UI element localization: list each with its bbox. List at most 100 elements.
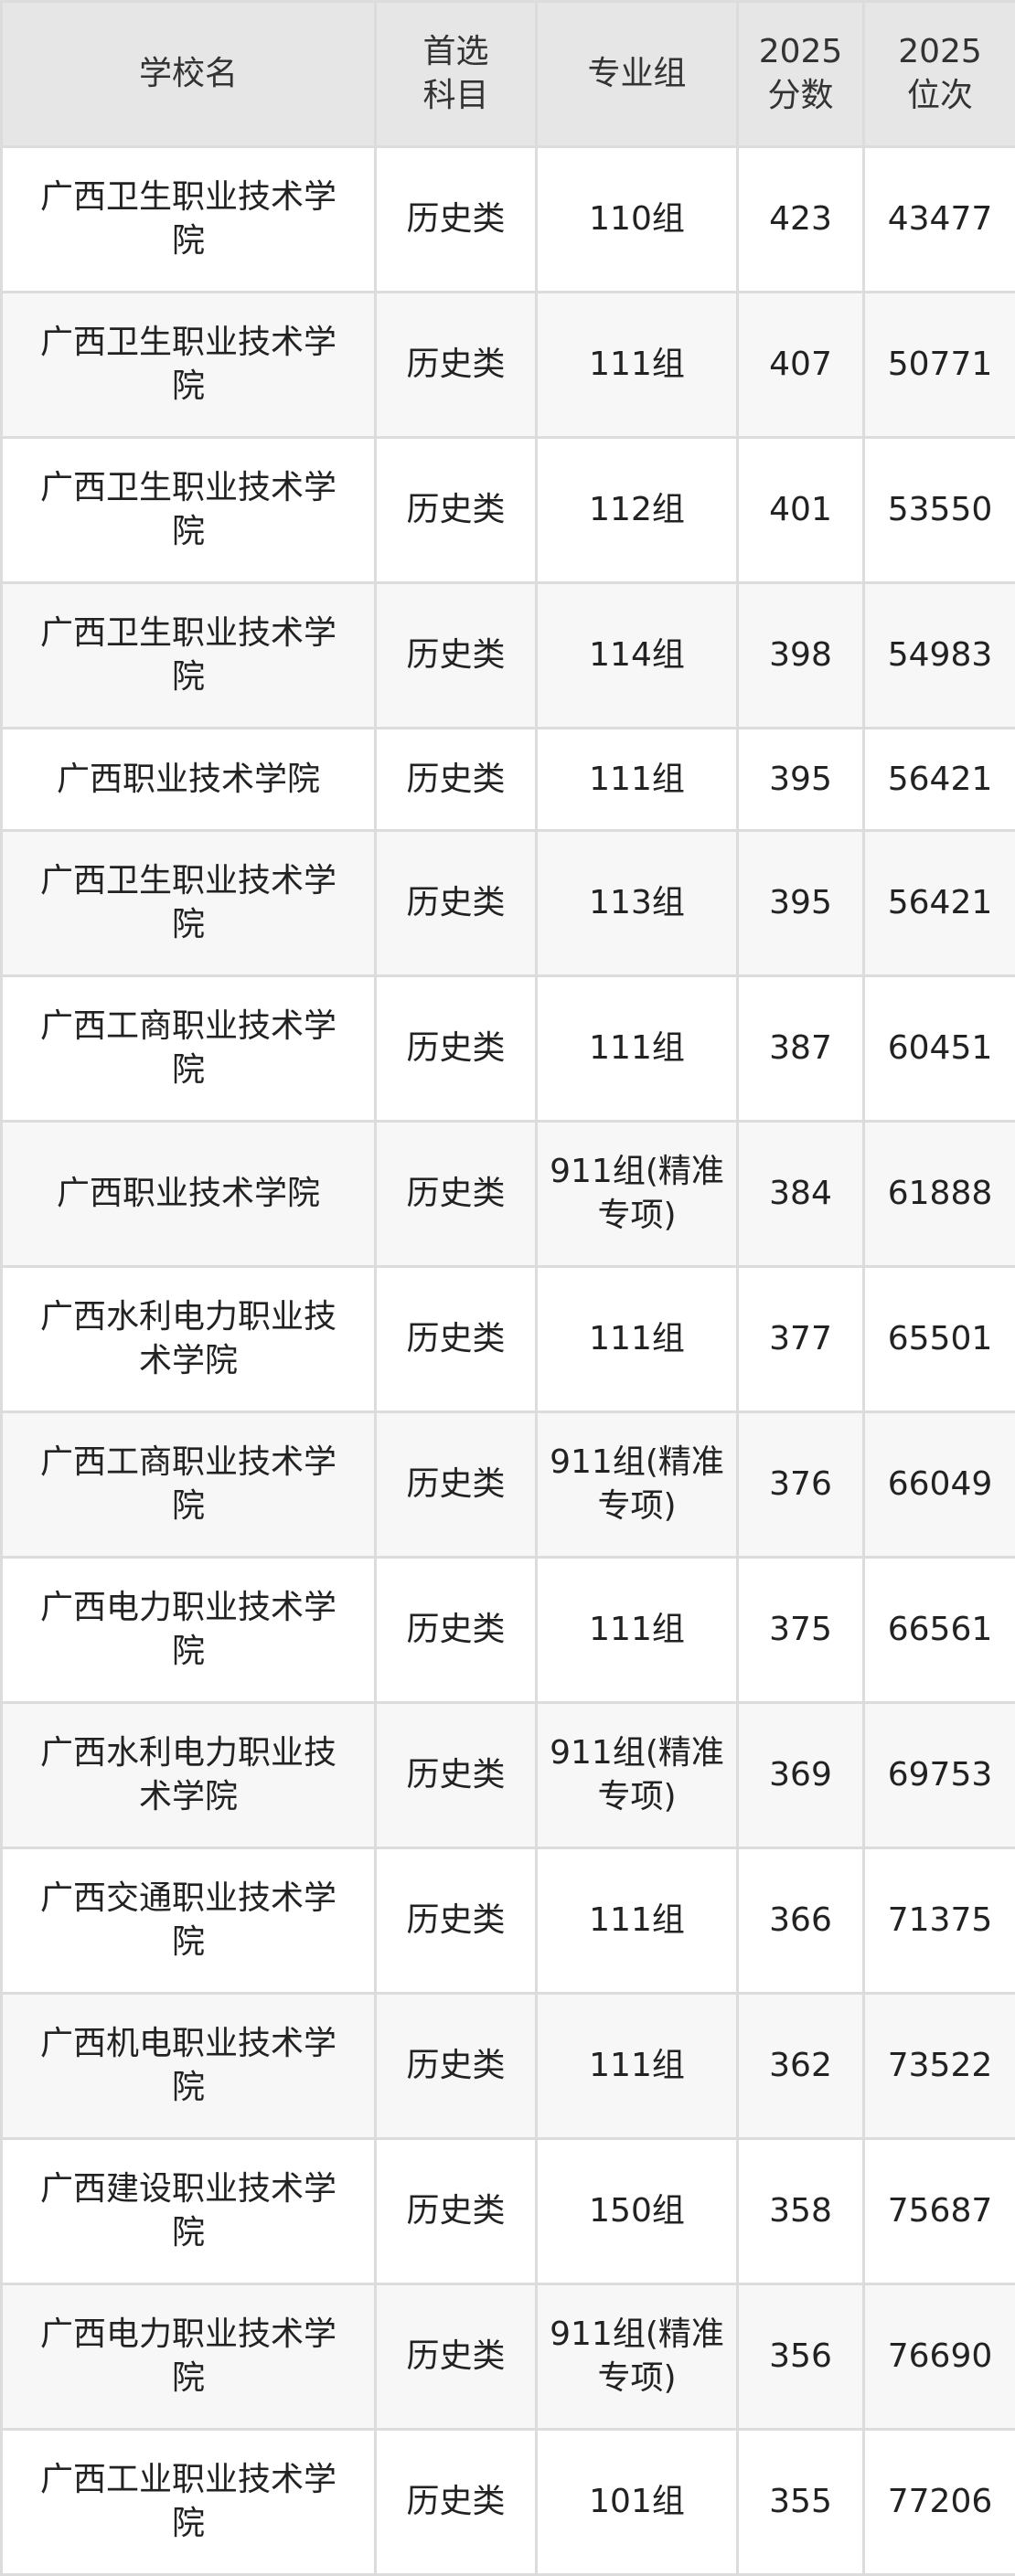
cell-score: 356 bbox=[738, 2284, 864, 2430]
cell-rank: 66561 bbox=[864, 1558, 1015, 1703]
cell-school: 广西工商职业技术学院 bbox=[2, 976, 376, 1122]
cell-group: 911组(精准专项) bbox=[537, 1122, 738, 1267]
cell-school: 广西卫生职业技术学院 bbox=[2, 293, 376, 438]
cell-group: 113组 bbox=[537, 831, 738, 976]
cell-school: 广西工业职业技术学院 bbox=[2, 2430, 376, 2575]
cell-group: 110组 bbox=[537, 147, 738, 293]
cell-school: 广西水利电力职业技术学院 bbox=[2, 1703, 376, 1848]
cell-subject: 历史类 bbox=[376, 1267, 537, 1412]
cell-school: 广西交通职业技术学院 bbox=[2, 1848, 376, 1994]
cell-group: 911组(精准专项) bbox=[537, 2284, 738, 2430]
cell-school: 广西电力职业技术学院 bbox=[2, 2284, 376, 2430]
cell-school: 广西卫生职业技术学院 bbox=[2, 831, 376, 976]
cell-school: 广西卫生职业技术学院 bbox=[2, 583, 376, 729]
cell-rank: 69753 bbox=[864, 1703, 1015, 1848]
cell-group: 150组 bbox=[537, 2139, 738, 2284]
cell-school: 广西卫生职业技术学院 bbox=[2, 147, 376, 293]
cell-group: 911组(精准专项) bbox=[537, 1703, 738, 1848]
cell-rank: 75687 bbox=[864, 2139, 1015, 2284]
header-label: 2025位次 bbox=[894, 30, 986, 118]
cell-score: 387 bbox=[738, 976, 864, 1122]
cell-score: 423 bbox=[738, 147, 864, 293]
cell-score: 398 bbox=[738, 583, 864, 729]
cell-score: 395 bbox=[738, 831, 864, 976]
cell-subject: 历史类 bbox=[376, 1994, 537, 2139]
header-label: 学校名 bbox=[139, 52, 238, 96]
cell-group: 911组(精准专项) bbox=[537, 1412, 738, 1558]
cell-subject: 历史类 bbox=[376, 583, 537, 729]
cell-group: 111组 bbox=[537, 729, 738, 831]
cell-score: 369 bbox=[738, 1703, 864, 1848]
header-label: 2025分数 bbox=[755, 30, 847, 118]
cell-score: 407 bbox=[738, 293, 864, 438]
cell-score: 401 bbox=[738, 438, 864, 583]
cell-school: 广西职业技术学院 bbox=[2, 729, 376, 831]
cell-group: 111组 bbox=[537, 293, 738, 438]
cell-rank: 71375 bbox=[864, 1848, 1015, 1994]
cell-score: 395 bbox=[738, 729, 864, 831]
cell-rank: 73522 bbox=[864, 1994, 1015, 2139]
cell-school: 广西工商职业技术学院 bbox=[2, 1412, 376, 1558]
header-label: 专业组 bbox=[587, 52, 686, 96]
header-label: 首选科目 bbox=[422, 30, 491, 118]
header-score: 2025分数 bbox=[738, 2, 864, 147]
cell-score: 355 bbox=[738, 2430, 864, 2575]
cell-score: 362 bbox=[738, 1994, 864, 2139]
cell-group: 112组 bbox=[537, 438, 738, 583]
cell-rank: 76690 bbox=[864, 2284, 1015, 2430]
header-group: 专业组 bbox=[537, 2, 738, 147]
cell-group: 111组 bbox=[537, 1994, 738, 2139]
cell-rank: 53550 bbox=[864, 438, 1015, 583]
cell-rank: 61888 bbox=[864, 1122, 1015, 1267]
cell-rank: 77206 bbox=[864, 2430, 1015, 2575]
cell-subject: 历史类 bbox=[376, 1122, 537, 1267]
cell-group: 101组 bbox=[537, 2430, 738, 2575]
header-rank: 2025位次 bbox=[864, 2, 1015, 147]
cell-rank: 50771 bbox=[864, 293, 1015, 438]
cell-subject: 历史类 bbox=[376, 831, 537, 976]
cell-subject: 历史类 bbox=[376, 147, 537, 293]
cell-subject: 历史类 bbox=[376, 1412, 537, 1558]
cell-school: 广西机电职业技术学院 bbox=[2, 1994, 376, 2139]
cell-school: 广西职业技术学院 bbox=[2, 1122, 376, 1267]
cell-subject: 历史类 bbox=[376, 438, 537, 583]
cell-score: 375 bbox=[738, 1558, 864, 1703]
cell-rank: 54983 bbox=[864, 583, 1015, 729]
cell-subject: 历史类 bbox=[376, 2284, 537, 2430]
cell-score: 358 bbox=[738, 2139, 864, 2284]
cell-rank: 56421 bbox=[864, 729, 1015, 831]
cell-subject: 历史类 bbox=[376, 293, 537, 438]
cell-rank: 66049 bbox=[864, 1412, 1015, 1558]
cell-school: 广西水利电力职业技术学院 bbox=[2, 1267, 376, 1412]
cell-group: 114组 bbox=[537, 583, 738, 729]
cell-score: 377 bbox=[738, 1267, 864, 1412]
header-subject: 首选科目 bbox=[376, 2, 537, 147]
cell-subject: 历史类 bbox=[376, 976, 537, 1122]
table-header-row: 学校名 首选科目 专业组 2025分数 2025位次 bbox=[2, 2, 1015, 147]
header-school: 学校名 bbox=[2, 2, 376, 147]
cell-subject: 历史类 bbox=[376, 729, 537, 831]
cell-group: 111组 bbox=[537, 1267, 738, 1412]
cell-subject: 历史类 bbox=[376, 1558, 537, 1703]
cell-school: 广西电力职业技术学院 bbox=[2, 1558, 376, 1703]
cell-score: 384 bbox=[738, 1122, 864, 1267]
cell-subject: 历史类 bbox=[376, 1848, 537, 1994]
